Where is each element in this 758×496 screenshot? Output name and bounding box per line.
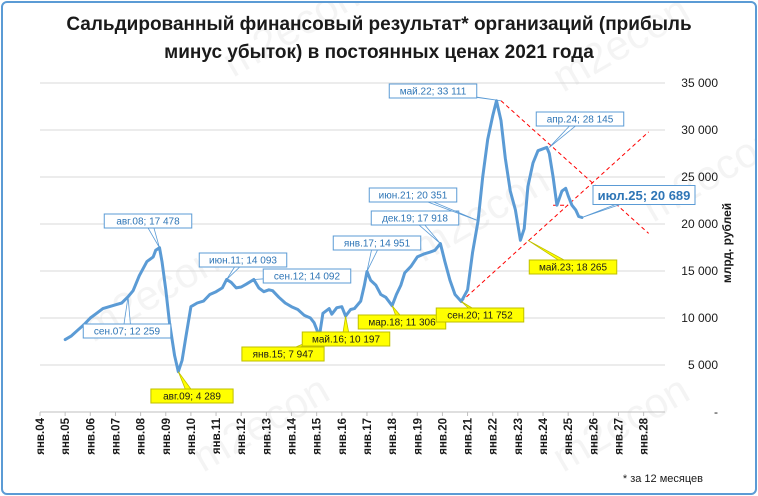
annotation-box (388, 83, 478, 99)
annotation-label: июн.11; 14 093 (209, 256, 277, 267)
x-tick-label: янв.07 (110, 418, 122, 455)
annotation-label: май.22; 33 111 (400, 87, 467, 98)
annotation-box (103, 213, 193, 229)
annotation-label: янв.15; 7 947 (253, 350, 314, 361)
series-line (63, 99, 584, 374)
y-tick-label: 30 000 (681, 123, 718, 137)
annotation-label: май.16; 10 197 (312, 335, 381, 346)
x-tick-label: янв.16 (337, 418, 349, 455)
y-tick-label: 5 000 (688, 358, 718, 372)
x-tick-label: янв.15 (312, 417, 324, 454)
y-tick-label: 35 000 (681, 76, 718, 90)
trend-line (460, 131, 649, 302)
x-tick-label: янв.14 (287, 417, 299, 454)
annotation-box (332, 235, 422, 251)
annotation-box (368, 187, 458, 203)
y-tick-label: 15 000 (681, 264, 718, 278)
x-tick-label: янв.08 (136, 417, 148, 454)
annotation-label: май.23; 18 265 (539, 263, 608, 274)
annotation-box (241, 346, 325, 362)
x-tick-label: янв.05 (60, 417, 72, 454)
annotation-label: апр.24; 28 145 (547, 115, 614, 126)
annotation-box (262, 268, 352, 284)
chart: m2econm2econm2econm2econm2econm2econm2ec… (35, 3, 755, 485)
x-tick-label: янв.06 (85, 418, 97, 455)
annotation-box (592, 185, 696, 205)
x-tick-label: янв.04 (35, 417, 47, 454)
annotation-label: янв.17; 14 951 (344, 239, 411, 250)
x-tick-label: янв.09 (161, 418, 173, 455)
x-tick-label: янв.17 (362, 418, 374, 455)
annotation-label: мар.18; 11 306 (368, 318, 436, 329)
x-tick-label: янв.18 (387, 417, 399, 454)
x-tick-label: янв.11 (211, 417, 223, 454)
x-tick-label: янв.10 (186, 418, 198, 455)
annotation-label: авг.08; 17 478 (116, 217, 180, 228)
annotation-box (535, 111, 625, 127)
annotation-label: июн.21; 20 351 (379, 191, 448, 202)
annotation-box (301, 331, 391, 347)
x-tick-label: янв.27 (613, 418, 625, 455)
annotation-label: авг.09; 4 289 (163, 392, 221, 403)
annotation-label: сен.07; 12 259 (94, 327, 161, 338)
series-layer (63, 99, 584, 374)
y-tick-label: 20 000 (681, 217, 718, 231)
x-tick-label: янв.24 (538, 417, 550, 454)
annotation-box (198, 252, 288, 268)
annotation-box (435, 307, 525, 323)
x-tick-label: янв.25 (563, 417, 575, 454)
x-tick-label: янв.13 (261, 418, 273, 455)
annotation-label: сен.20; 11 752 (447, 311, 513, 322)
annotation-box (82, 323, 172, 339)
annotations: сен.07; 12 259 авг.08; 17 478 авг.09; 4 28… (82, 83, 696, 404)
chart-title-line2: минус убыток) в постоянных ценах 2021 го… (164, 42, 594, 63)
annotation-label: сен.12; 14 092 (274, 272, 341, 283)
x-tick-label: янв.26 (588, 418, 600, 455)
chart-title-line1: Сальдированный финансовый результат* орг… (66, 14, 691, 35)
y-axis-label: млрд. рублей (720, 203, 734, 283)
annotation-label: июл.25; 20 689 (598, 188, 691, 203)
x-tick-label: янв.12 (236, 418, 248, 455)
x-tick-label: янв.21 (463, 417, 475, 454)
y-tick-label: - (714, 405, 718, 419)
annotation-box (150, 388, 234, 404)
x-tick-label: янв.20 (437, 418, 449, 455)
x-tick-label: янв.19 (412, 418, 424, 455)
x-tick-label: янв.28 (639, 417, 651, 454)
y-tick-label: 10 000 (681, 311, 718, 325)
trend-line (500, 100, 649, 234)
annotation-box (528, 259, 618, 275)
y-tick-label: 25 000 (681, 170, 718, 184)
annotation-label: дек.19; 17 918 (382, 214, 448, 225)
footnote: * за 12 месяцев (623, 473, 703, 485)
axes: - 5 000 10 000 15 000 20 000 25 000 30 000 35 0… (35, 76, 718, 455)
x-tick-label: янв.22 (488, 418, 500, 455)
annotation-box (370, 210, 460, 226)
x-tick-label: янв.23 (513, 418, 525, 455)
